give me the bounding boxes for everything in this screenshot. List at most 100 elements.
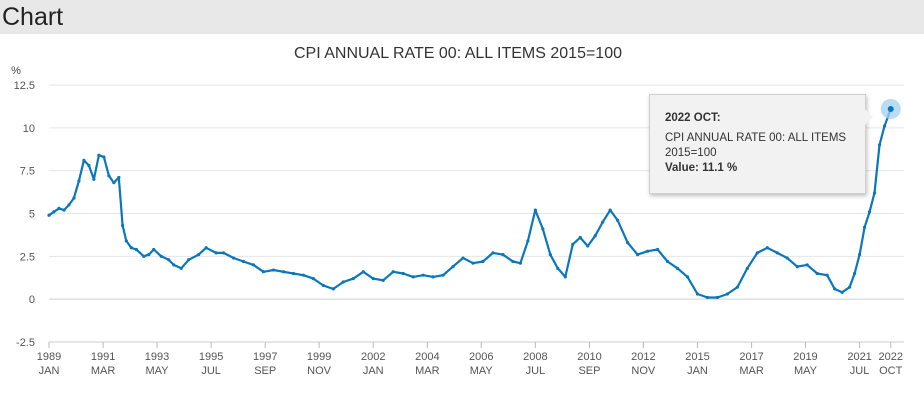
x-tick-month: MAY: [794, 365, 818, 377]
x-tick-year: 2010: [577, 351, 601, 363]
data-point: [715, 295, 720, 300]
data-point: [725, 292, 729, 296]
data-point: [142, 254, 146, 258]
data-point: [533, 208, 537, 212]
x-tick-month: MAR: [91, 365, 116, 377]
data-point: [92, 177, 96, 181]
y-tick-label: 12.5: [14, 80, 35, 92]
data-point: [321, 283, 325, 288]
data-point: [518, 261, 522, 265]
data-point: [117, 175, 121, 180]
data-point: [705, 295, 710, 300]
x-tick-year: 2004: [415, 351, 439, 363]
data-point: [187, 258, 191, 262]
data-point: [461, 256, 465, 260]
x-tick-year: 1999: [307, 351, 331, 363]
data-point: [481, 259, 485, 264]
data-point: [112, 181, 116, 185]
line-chart: CPI ANNUAL RATE 00: ALL ITEMS 2015=100 %…: [11, 45, 904, 377]
data-point: [852, 271, 857, 276]
x-tick-year: 2015: [685, 351, 709, 363]
data-point: [608, 208, 612, 212]
chart-header: Chart: [0, 0, 924, 34]
data-point: [124, 239, 128, 243]
x-tick-month: NOV: [631, 365, 656, 377]
x-tick-year: 2002: [361, 351, 385, 363]
tooltip-value: Value: 11.1 %: [665, 162, 738, 174]
data-point: [261, 270, 266, 274]
x-tick-year: 2006: [469, 351, 493, 363]
data-tooltip: 2022 OCT: CPI ANNUAL RATE 00: ALL ITEMS …: [649, 94, 873, 194]
x-tick-year: 1991: [91, 351, 115, 363]
data-point: [775, 251, 779, 255]
data-point: [593, 234, 597, 238]
data-point: [159, 254, 163, 258]
data-point: [197, 253, 201, 257]
data-point: [491, 251, 495, 255]
data-point: [586, 244, 590, 248]
data-point: [401, 271, 405, 276]
data-point: [271, 268, 276, 272]
data-point: [152, 247, 156, 252]
x-tick-year: 1997: [253, 351, 277, 363]
data-point: [815, 271, 819, 276]
data-point: [341, 280, 345, 284]
x-tick-year: 2008: [523, 351, 547, 363]
data-point: [441, 273, 445, 277]
x-tick-month: SEP: [578, 365, 600, 377]
data-point: [431, 275, 435, 279]
data-point: [877, 143, 882, 147]
y-axis-unit-label: %: [11, 65, 21, 77]
data-point: [785, 256, 789, 260]
data-point: [351, 277, 355, 281]
data-point: [371, 277, 375, 281]
data-point: [291, 271, 296, 276]
data-point: [147, 253, 151, 257]
data-point: [411, 275, 415, 279]
x-tick-year: 1995: [199, 351, 223, 363]
data-point: [120, 223, 125, 228]
x-tick-month: MAR: [415, 365, 440, 377]
data-point: [563, 275, 567, 279]
x-tick-year: 2021: [847, 351, 871, 363]
chart-title: CPI ANNUAL RATE 00: ALL ITEMS 2015=100: [294, 45, 622, 62]
data-point: [578, 235, 582, 240]
highlight-point: [887, 105, 894, 112]
data-point: [626, 241, 630, 245]
data-point: [129, 246, 133, 250]
data-point: [501, 253, 505, 257]
data-point: [251, 263, 256, 267]
data-point: [311, 277, 315, 281]
data-point: [57, 206, 61, 210]
data-point: [872, 191, 877, 195]
data-point: [391, 270, 395, 274]
data-point: [735, 285, 739, 289]
data-point: [511, 259, 515, 264]
data-point: [645, 249, 650, 253]
data-point: [825, 273, 829, 277]
y-tick-label: 5: [29, 209, 35, 221]
data-point: [281, 270, 286, 274]
data-point: [82, 158, 86, 162]
data-point: [77, 179, 81, 183]
data-point: [167, 258, 171, 262]
y-tick-label: 7.5: [20, 166, 35, 178]
data-point: [675, 266, 680, 270]
data-point: [755, 251, 759, 255]
data-point: [685, 275, 690, 279]
x-tick-year: 2022: [879, 351, 903, 363]
data-point: [833, 287, 837, 291]
data-point: [745, 266, 749, 270]
x-tick-month: MAY: [145, 365, 169, 377]
x-tick-month: JAN: [39, 365, 60, 377]
x-tick-month: MAR: [739, 365, 764, 377]
tooltip-series-name: CPI ANNUAL RATE 00: ALL ITEMS 2015=100: [665, 132, 847, 159]
data-point: [556, 266, 560, 270]
data-point: [795, 265, 799, 269]
tooltip-pointer: [865, 109, 873, 125]
data-point: [862, 225, 867, 229]
x-tick-month: JUL: [201, 365, 221, 377]
x-tick-year: 1993: [145, 351, 169, 363]
y-tick-label: 0: [29, 294, 35, 306]
data-point: [231, 256, 236, 260]
